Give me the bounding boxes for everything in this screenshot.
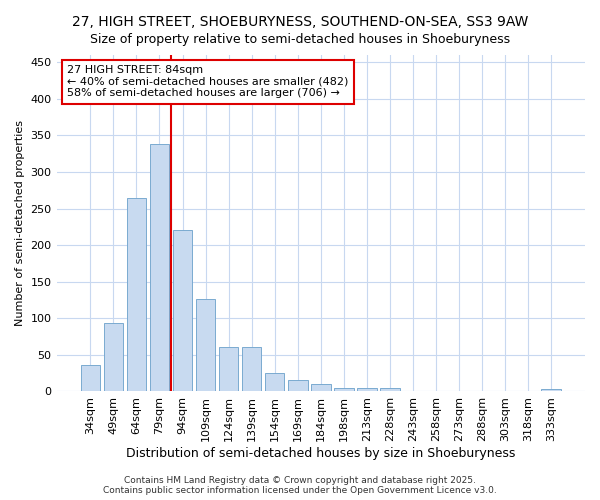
Text: Size of property relative to semi-detached houses in Shoeburyness: Size of property relative to semi-detach… <box>90 32 510 46</box>
Bar <box>311 384 331 392</box>
Bar <box>149 144 169 392</box>
Text: Contains HM Land Registry data © Crown copyright and database right 2025.
Contai: Contains HM Land Registry data © Crown c… <box>103 476 497 495</box>
Y-axis label: Number of semi-detached properties: Number of semi-detached properties <box>15 120 25 326</box>
Bar <box>380 388 400 392</box>
Bar <box>127 198 146 392</box>
Text: 27, HIGH STREET, SHOEBURYNESS, SOUTHEND-ON-SEA, SS3 9AW: 27, HIGH STREET, SHOEBURYNESS, SOUTHEND-… <box>72 15 528 29</box>
Text: 27 HIGH STREET: 84sqm
← 40% of semi-detached houses are smaller (482)
58% of sem: 27 HIGH STREET: 84sqm ← 40% of semi-deta… <box>67 65 349 98</box>
Bar <box>219 347 238 392</box>
Bar <box>288 380 308 392</box>
Bar <box>80 365 100 392</box>
Bar <box>104 324 123 392</box>
Bar <box>541 390 561 392</box>
Bar <box>196 300 215 392</box>
Bar <box>242 347 262 392</box>
X-axis label: Distribution of semi-detached houses by size in Shoeburyness: Distribution of semi-detached houses by … <box>126 447 515 460</box>
Bar <box>173 230 193 392</box>
Bar <box>357 388 377 392</box>
Bar <box>265 373 284 392</box>
Bar <box>334 388 353 392</box>
